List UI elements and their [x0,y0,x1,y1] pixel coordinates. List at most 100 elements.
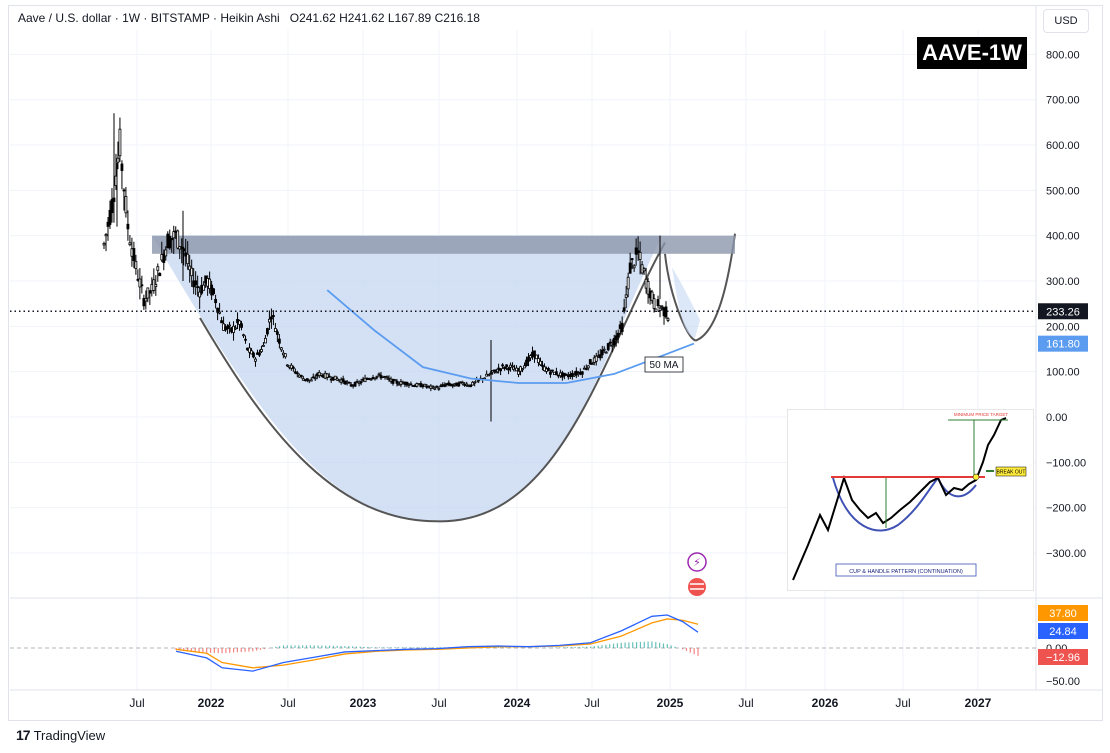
candle-body [604,351,608,354]
candle-body [495,371,499,374]
candle-body [511,365,514,368]
candle-body [586,365,590,369]
candle-body [218,311,221,314]
macd-value-label: 24.84 [1049,626,1077,638]
cup-handle-inset: MINIMUM PRICE TARGET BREAK OUT CUP & HANDL… [787,409,1034,591]
candle-body [642,268,646,272]
candle-body [517,370,520,375]
time-axis-label: 2024 [504,696,531,710]
candle-body [451,384,455,387]
tradingview-brand: TradingView [33,727,106,743]
candle-body [431,385,435,388]
candle-body [144,298,148,302]
candle-body [608,341,612,344]
candle-body [614,335,618,340]
price-axis-label: −300.00 [1046,548,1086,560]
candle-body [295,372,299,375]
candle-body [471,381,475,386]
candle-body [122,189,126,192]
interval-label: 1W [122,11,141,25]
candle-body [654,308,658,312]
lightning-icon: ⚡ [693,556,701,569]
candle-body [138,278,142,288]
time-axis-label: 2026 [812,696,839,710]
time-axis-label: 2022 [198,696,225,710]
candle-body [610,344,614,347]
cup-area [152,235,662,522]
price-axis-label: −200.00 [1046,503,1086,515]
candle-body [359,381,363,384]
candle-body [140,284,144,287]
inset-breakout-label: BREAK OUT [997,470,1026,476]
candle-body [664,306,668,318]
candle-body [132,248,136,261]
ohlc-high-value: 241.62 [347,11,385,25]
ohlc-low-value: 167.89 [394,11,432,25]
candle-body [457,382,461,387]
candle-body [154,284,158,288]
candle-body [473,381,477,384]
macd-line [175,614,699,672]
candle-body [244,338,247,341]
ohlc-close-value: 216.18 [443,11,480,25]
inset-price-path [792,417,1007,581]
last-price-label: 233.26 [1046,306,1080,318]
candle-body [521,368,524,371]
tradingview-logo-icon: 17 [16,727,31,743]
candle-body [369,378,373,381]
candle-body [437,387,441,390]
macd-value-label: 37.80 [1049,608,1077,620]
candle-body [630,258,634,261]
candle-body [180,246,184,249]
macd-value-badge [1038,649,1088,665]
currency-button[interactable]: USD [1043,9,1089,33]
candle-body [242,334,245,337]
candle-body [289,364,293,369]
candle-body [580,371,584,375]
candle-body [260,348,263,353]
ohlc-low-key: L [387,11,395,25]
ohlc-open-value: 241.62 [299,11,336,25]
candle-body [588,359,592,365]
price-axis-label: 500.00 [1046,185,1080,197]
candle-body [279,347,283,351]
ma-label: 50 MA [650,360,679,371]
candle-body [309,379,313,382]
chart-title-box: AAVE-1W [917,37,1027,69]
macd-axis-label: −50.00 [1046,676,1080,688]
candle-body [537,358,540,363]
price-axis-label: 0.00 [1046,412,1067,424]
tradingview-footer[interactable]: 17 TradingView [16,727,105,743]
candle-body [333,375,337,380]
inset-breakout-box [995,466,1027,477]
candle-body [385,376,389,379]
inset-cup-curve [832,477,939,532]
candle-body [198,291,202,298]
time-axis-label: Jul [431,696,446,710]
candle-body [551,369,554,372]
candle-body [268,318,271,323]
symbol-header[interactable]: Aave / U.S. dollar · 1W · BITSTAMP · Hei… [18,11,480,25]
price-axis-label: 100.00 [1046,367,1080,379]
time-axis-label: Jul [738,696,753,710]
candle-body [501,364,504,367]
ma-price-badge [1038,335,1088,352]
candle-body [564,373,568,376]
candle-body [291,366,295,369]
handle-outline [664,233,736,342]
candle-body [515,367,518,372]
candle-body [469,384,473,388]
time-axis-label: 2025 [657,696,684,710]
candle-body [216,307,219,313]
ohlc-high-key: H [339,11,348,25]
ohlc-close-key: C [434,11,444,25]
candle-body [168,236,172,249]
candle-body [120,163,124,171]
candle-body [283,353,287,358]
time-axis-label: Jul [129,696,144,710]
candle-body [646,281,650,295]
inset-diagram: MINIMUM PRICE TARGET BREAK OUT CUP & HANDL… [792,412,1027,581]
inset-caption: CUP & HANDLE PATTERN (CONTINUATION) [849,569,963,575]
candle-body [590,363,594,365]
